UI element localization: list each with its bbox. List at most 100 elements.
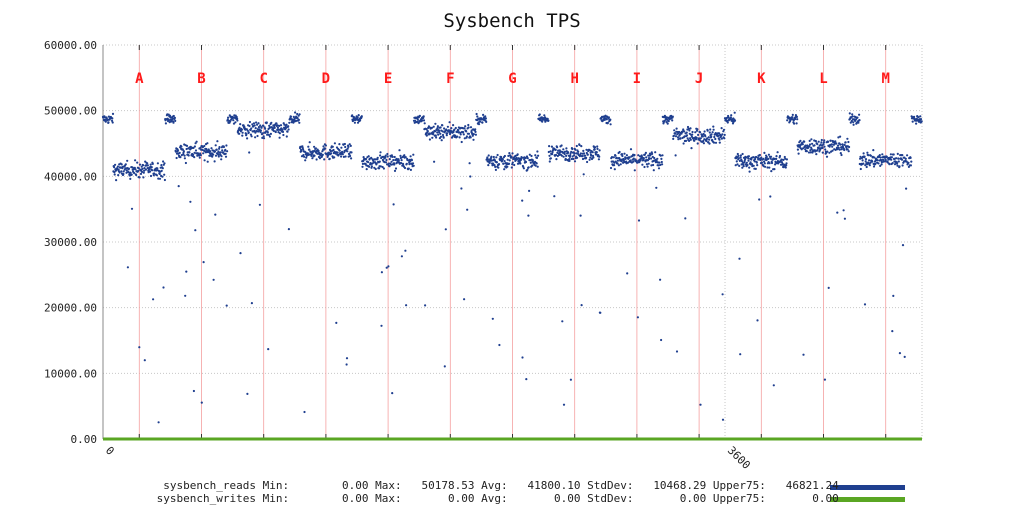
data-point bbox=[253, 129, 256, 132]
data-point bbox=[764, 165, 767, 168]
data-point bbox=[379, 151, 382, 154]
data-point bbox=[477, 123, 481, 126]
data-point bbox=[494, 168, 497, 171]
data-point bbox=[675, 350, 679, 353]
data-point bbox=[563, 150, 567, 153]
data-point bbox=[598, 149, 601, 152]
data-point bbox=[267, 348, 270, 351]
legend-text-reads: sysbench_reads Min: 0.00 Max: 50178.53 A… bbox=[150, 479, 839, 492]
data-point bbox=[472, 133, 475, 136]
data-point bbox=[708, 131, 711, 134]
data-point bbox=[388, 158, 391, 161]
data-point bbox=[834, 140, 837, 143]
data-point bbox=[460, 187, 463, 190]
data-point bbox=[851, 113, 854, 116]
data-point bbox=[510, 155, 513, 158]
data-point bbox=[247, 131, 250, 134]
data-point bbox=[212, 278, 215, 281]
data-point bbox=[888, 163, 891, 166]
data-point bbox=[671, 115, 674, 118]
data-point bbox=[702, 139, 705, 143]
data-point bbox=[490, 159, 493, 162]
data-point bbox=[556, 146, 559, 149]
data-point bbox=[547, 119, 550, 122]
data-point bbox=[698, 137, 701, 140]
data-point bbox=[220, 158, 223, 161]
data-point bbox=[278, 124, 281, 127]
data-point bbox=[606, 121, 610, 124]
data-point bbox=[920, 120, 923, 123]
data-point bbox=[506, 158, 509, 161]
data-point bbox=[646, 165, 649, 168]
data-point bbox=[876, 159, 879, 162]
data-point bbox=[805, 150, 809, 153]
data-point bbox=[618, 157, 621, 160]
data-point bbox=[265, 121, 268, 124]
data-point bbox=[494, 165, 497, 168]
data-point bbox=[502, 162, 505, 165]
data-point bbox=[300, 149, 303, 152]
data-point bbox=[706, 129, 709, 132]
data-point bbox=[905, 187, 908, 190]
data-point bbox=[623, 152, 626, 155]
data-point bbox=[465, 130, 468, 133]
data-point bbox=[239, 252, 242, 255]
data-point bbox=[432, 131, 435, 134]
data-point bbox=[387, 265, 390, 268]
data-point bbox=[313, 154, 316, 157]
data-point bbox=[756, 156, 760, 159]
data-point bbox=[195, 140, 198, 143]
data-point bbox=[428, 138, 431, 141]
data-point bbox=[488, 161, 491, 164]
data-point bbox=[434, 122, 437, 125]
data-point bbox=[712, 141, 716, 144]
data-point bbox=[739, 156, 742, 159]
data-point bbox=[403, 166, 407, 170]
data-point bbox=[392, 159, 395, 162]
data-point bbox=[292, 115, 295, 118]
data-point bbox=[468, 162, 471, 165]
data-point bbox=[492, 162, 495, 165]
data-point bbox=[809, 151, 812, 154]
data-point bbox=[222, 145, 225, 149]
data-point bbox=[582, 173, 585, 176]
data-point bbox=[741, 152, 744, 156]
data-point bbox=[741, 166, 744, 169]
data-point bbox=[821, 146, 824, 150]
data-point bbox=[791, 113, 794, 116]
data-point bbox=[871, 160, 874, 163]
data-point bbox=[647, 162, 650, 165]
data-point bbox=[409, 160, 412, 163]
data-point bbox=[458, 136, 461, 139]
data-point bbox=[720, 137, 724, 140]
data-point bbox=[892, 294, 895, 297]
data-point bbox=[327, 153, 330, 156]
data-point bbox=[896, 164, 899, 167]
data-point bbox=[722, 128, 726, 131]
data-point bbox=[580, 145, 583, 148]
data-point bbox=[168, 114, 172, 117]
data-point bbox=[270, 121, 273, 124]
data-point bbox=[823, 378, 827, 381]
data-point bbox=[136, 161, 139, 164]
data-point bbox=[193, 151, 196, 154]
data-point bbox=[589, 156, 592, 159]
data-point bbox=[617, 164, 621, 167]
data-point bbox=[163, 173, 166, 176]
data-point bbox=[739, 353, 742, 356]
data-point bbox=[906, 154, 909, 157]
data-point bbox=[180, 145, 183, 148]
data-point bbox=[298, 113, 301, 116]
data-point bbox=[398, 149, 401, 152]
data-point bbox=[749, 161, 752, 164]
data-point bbox=[482, 113, 485, 116]
data-point bbox=[382, 155, 385, 158]
data-point bbox=[433, 160, 436, 163]
data-point bbox=[549, 150, 552, 153]
data-point bbox=[885, 155, 888, 158]
data-point bbox=[712, 128, 715, 131]
data-point bbox=[185, 144, 189, 147]
data-point bbox=[508, 152, 511, 155]
data-point bbox=[823, 139, 826, 142]
